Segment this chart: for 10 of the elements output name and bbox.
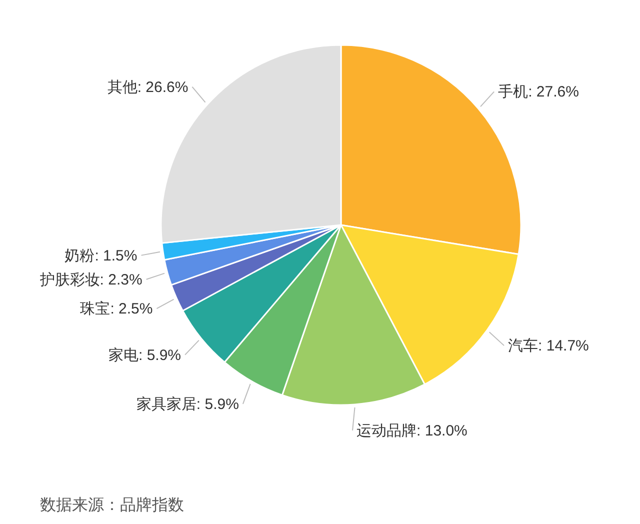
slice-label: 奶粉: 1.5% <box>64 247 138 264</box>
slice-label: 家具家居: 5.9% <box>136 396 239 413</box>
slice-label: 手机: 27.6% <box>498 84 579 101</box>
slice-label: 珠宝: 2.5% <box>80 300 153 318</box>
slice-label: 护肤彩妆: 2.3% <box>38 271 142 288</box>
slice-label: 其他: 26.6% <box>107 78 188 96</box>
slice-label: 家电: 5.9% <box>108 346 182 364</box>
slice-label: 汽车: 14.7% <box>508 338 589 355</box>
source-note: 数据来源：品牌指数 <box>40 496 184 514</box>
slice-label: 运动品牌: 13.0% <box>356 422 468 440</box>
